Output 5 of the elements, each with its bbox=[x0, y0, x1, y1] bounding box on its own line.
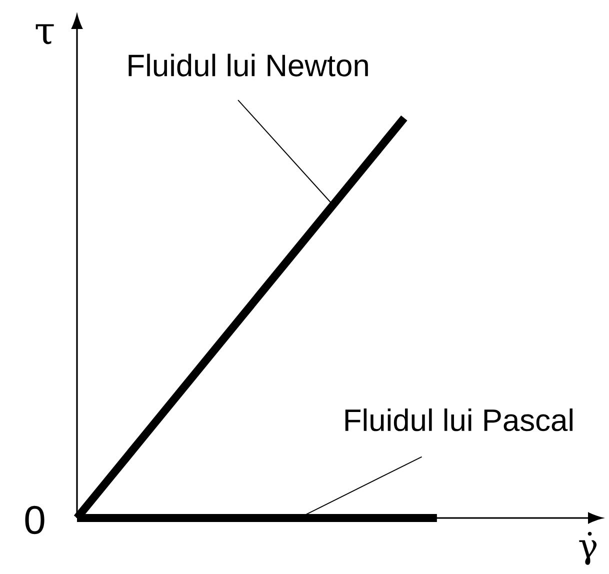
x-axis-title: γ̇ bbox=[579, 532, 597, 565]
text: 0 bbox=[25, 506, 44, 534]
annotation: Fluidul lui Pascal bbox=[345, 408, 572, 432]
y-axis-title: τ bbox=[36, 24, 54, 44]
text: Fluidul lui Newton bbox=[128, 54, 368, 76]
